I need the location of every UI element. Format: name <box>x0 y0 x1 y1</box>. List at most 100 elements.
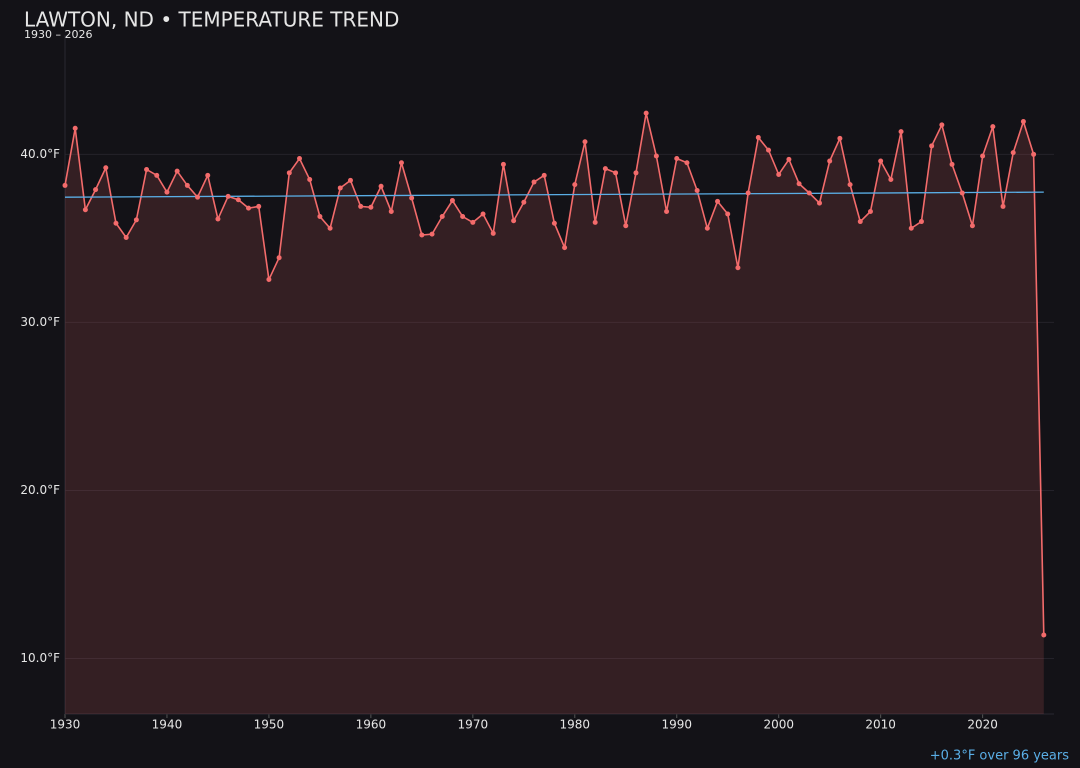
point <box>908 225 914 231</box>
point <box>266 277 272 283</box>
x-tick-label: 1970 <box>458 718 489 732</box>
point <box>521 199 527 205</box>
point <box>195 194 201 200</box>
point <box>62 182 68 188</box>
point <box>786 156 792 162</box>
point <box>429 231 435 237</box>
point <box>419 232 425 238</box>
y-tick-label: 20.0°F <box>20 483 60 497</box>
point <box>358 203 364 209</box>
point <box>184 182 190 188</box>
point <box>235 197 241 203</box>
point <box>490 230 496 236</box>
trend-annotation: +0.3°F over 96 years <box>930 749 1069 764</box>
point <box>684 160 690 166</box>
point <box>531 179 537 185</box>
point <box>398 160 404 166</box>
point <box>164 189 170 195</box>
point <box>674 156 680 162</box>
point <box>225 193 231 199</box>
point <box>857 219 863 225</box>
x-tick-label: 1950 <box>254 718 285 732</box>
point <box>317 214 323 220</box>
point <box>715 198 721 204</box>
x-tick-label: 1930 <box>50 718 81 732</box>
point <box>174 168 180 174</box>
point <box>144 166 150 172</box>
chart-title: LAWTON, ND • TEMPERATURE TREND <box>24 8 399 32</box>
point <box>123 235 129 241</box>
x-tick-label: 2000 <box>763 718 794 732</box>
point <box>511 218 517 224</box>
point <box>1041 632 1047 638</box>
point <box>969 223 975 229</box>
point <box>918 219 924 225</box>
point <box>133 217 139 223</box>
point <box>551 220 557 226</box>
point <box>439 214 445 220</box>
point <box>582 139 588 145</box>
point <box>776 171 782 177</box>
point <box>103 165 109 171</box>
x-tick-label: 1980 <box>560 718 591 732</box>
point <box>327 225 333 231</box>
point <box>653 153 659 159</box>
point <box>939 122 945 128</box>
point <box>500 161 506 167</box>
point <box>796 181 802 187</box>
x-tick-label: 1990 <box>661 718 692 732</box>
point <box>470 219 476 225</box>
point <box>643 110 649 116</box>
point <box>205 172 211 178</box>
point <box>766 147 772 153</box>
point <box>878 158 884 164</box>
x-tick-label: 1940 <box>152 718 183 732</box>
point <box>990 124 996 130</box>
point <box>93 187 99 193</box>
point <box>347 177 353 183</box>
point <box>949 161 955 167</box>
point <box>633 170 639 176</box>
point <box>82 207 88 213</box>
point <box>449 198 455 204</box>
point <box>1000 203 1006 209</box>
point <box>541 172 547 178</box>
point <box>888 177 894 183</box>
point <box>1031 151 1037 157</box>
point <box>602 166 608 172</box>
y-tick-label: 10.0°F <box>20 651 60 665</box>
point <box>562 245 568 251</box>
point <box>368 204 374 210</box>
point <box>694 187 700 193</box>
point <box>725 211 731 217</box>
point <box>388 208 394 214</box>
point <box>959 190 965 196</box>
point <box>480 211 486 217</box>
point <box>297 156 303 162</box>
point <box>980 153 986 159</box>
point <box>337 185 343 191</box>
point <box>867 208 873 214</box>
point <box>246 205 252 211</box>
point <box>256 203 262 209</box>
y-tick-label: 30.0°F <box>20 315 60 329</box>
point <box>755 135 761 141</box>
point <box>806 190 812 196</box>
point <box>898 129 904 135</box>
point <box>572 182 578 188</box>
point <box>623 223 629 229</box>
point <box>837 135 843 141</box>
x-tick-label: 2010 <box>865 718 896 732</box>
chart-subtitle: 1930 – 2026 <box>24 28 92 41</box>
point <box>735 265 741 271</box>
point <box>378 183 384 189</box>
area <box>65 113 1044 715</box>
point <box>613 170 619 176</box>
point <box>409 195 415 201</box>
point <box>154 172 160 178</box>
point <box>276 255 282 261</box>
point <box>816 200 822 206</box>
point <box>1010 150 1016 156</box>
point <box>704 225 710 231</box>
